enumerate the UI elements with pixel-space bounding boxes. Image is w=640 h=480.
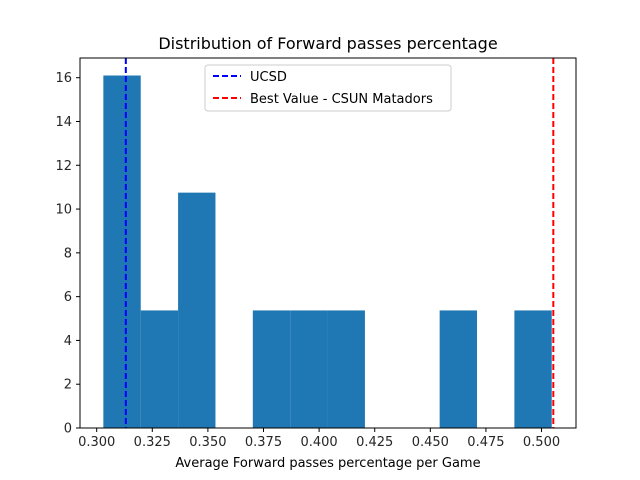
histogram-bar (439, 310, 478, 428)
y-tick-label: 2 (64, 378, 72, 393)
y-tick-label: 8 (64, 246, 72, 261)
x-tick-label: 0.375 (245, 435, 282, 450)
histogram-bar (103, 75, 141, 428)
y-axis-ticks: 0 2 4 6 8 10 12 14 16 (55, 71, 80, 437)
histogram-bar (514, 310, 552, 428)
legend-box (204, 64, 452, 112)
histogram-bar (252, 310, 291, 428)
x-axis-label: Average Forward passes percentage per Ga… (175, 456, 480, 471)
x-tick-label: 0.450 (412, 435, 449, 450)
chart-title: Distribution of Forward passes percentag… (158, 34, 497, 53)
x-tick-label: 0.400 (300, 435, 337, 450)
y-tick-label: 6 (64, 290, 72, 305)
histogram-bar (327, 310, 365, 428)
plot-frame (79, 57, 577, 429)
bars-group (103, 75, 552, 428)
x-tick-label: 0.500 (523, 435, 560, 450)
y-tick-label: 16 (55, 71, 72, 86)
legend-ucsd-label: UCSD (250, 70, 287, 85)
x-tick-label: 0.325 (134, 435, 171, 450)
x-axis-ticks: 0.300 0.325 0.350 0.375 0.400 0.425 0.450 0.475… (78, 428, 560, 450)
y-tick-label: 10 (55, 203, 72, 218)
y-tick-label: 4 (64, 334, 72, 349)
x-tick-label: 0.300 (78, 435, 115, 450)
y-tick-label: 14 (55, 115, 72, 130)
x-tick-label: 0.475 (467, 435, 504, 450)
x-tick-label: 0.350 (189, 435, 226, 450)
histogram-bar (290, 310, 328, 428)
legend: UCSD Best Value - CSUN Matadors (204, 64, 452, 112)
histogram-bar (140, 310, 179, 428)
histogram-bar (178, 192, 216, 428)
reference-lines-group (124, 58, 555, 428)
legend-best-value-label: Best Value - CSUN Matadors (250, 92, 433, 107)
x-tick-label: 0.425 (356, 435, 393, 450)
y-tick-label: 0 (64, 422, 72, 437)
y-tick-label: 12 (55, 159, 72, 174)
